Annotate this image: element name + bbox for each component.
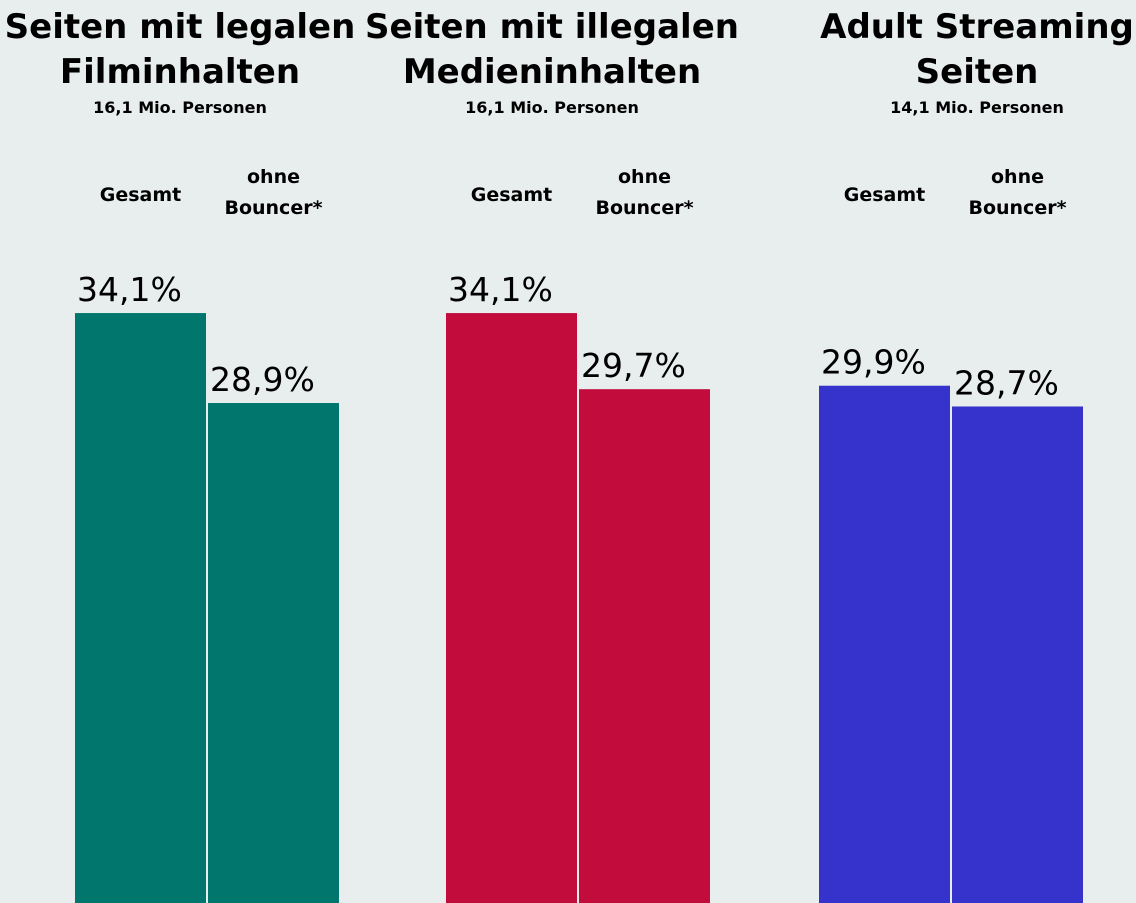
bar (819, 385, 950, 903)
category-label: Bouncer* (224, 197, 322, 219)
category-label: Gesamt (100, 184, 182, 206)
category-label: ohne (618, 166, 671, 188)
panel-title-line: Seiten mit illegalen (365, 7, 739, 47)
bar (75, 313, 206, 903)
bar (579, 389, 710, 903)
panel-subtitle: 14,1 Mio. Personen (890, 98, 1064, 117)
bar (208, 403, 339, 903)
panel-title-line: Adult Streaming (820, 7, 1134, 47)
category-label: Gesamt (471, 184, 553, 206)
category-label: Gesamt (844, 184, 926, 206)
panel-subtitle: 16,1 Mio. Personen (465, 98, 639, 117)
bar-value-label: 28,7% (954, 363, 1059, 402)
panel-title-line: Filminhalten (60, 52, 300, 92)
category-label: ohne (247, 166, 300, 188)
panel-subtitle: 16,1 Mio. Personen (93, 98, 267, 117)
bar-value-label: 34,1% (448, 270, 553, 309)
category-label: ohne (991, 166, 1044, 188)
bar (446, 313, 577, 903)
bar-value-label: 28,9% (210, 360, 315, 399)
category-label: Bouncer* (968, 197, 1066, 219)
panel-title-line: Seiten (916, 52, 1039, 92)
panel-title-line: Seiten mit legalen (5, 7, 356, 47)
bar-value-label: 34,1% (77, 270, 182, 309)
panel-title-line: Medieninhalten (403, 52, 701, 92)
bar-value-label: 29,7% (581, 346, 686, 385)
bar (952, 406, 1083, 903)
category-label: Bouncer* (595, 197, 693, 219)
bar-value-label: 29,9% (821, 343, 926, 382)
